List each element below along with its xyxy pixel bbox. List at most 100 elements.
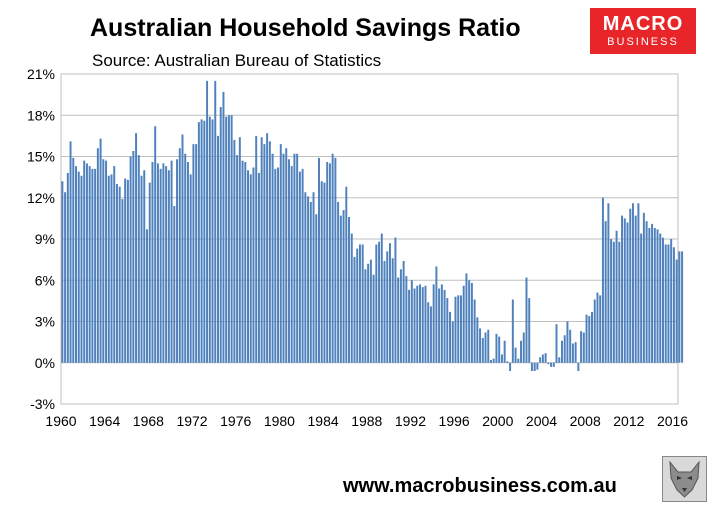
bar	[552, 362, 555, 367]
bar	[470, 283, 473, 363]
bar	[287, 159, 290, 363]
bar	[487, 329, 490, 363]
bar	[555, 324, 558, 363]
bar	[236, 155, 239, 363]
bar	[64, 192, 67, 363]
bar	[640, 233, 643, 363]
x-tick-label: 2012	[613, 413, 644, 429]
x-tick-label: 1964	[89, 413, 120, 429]
bar	[388, 243, 391, 363]
bar	[140, 175, 143, 363]
bar	[72, 157, 75, 363]
bar	[626, 222, 629, 363]
bar	[637, 203, 640, 363]
bar	[604, 221, 607, 363]
bar	[151, 162, 154, 363]
y-tick-label: 18%	[27, 107, 55, 123]
bar	[462, 285, 465, 363]
bar	[492, 358, 495, 363]
y-tick-label: 21%	[27, 66, 55, 82]
bar	[339, 215, 342, 363]
bar	[517, 358, 520, 363]
bar	[271, 153, 274, 363]
bar	[61, 181, 64, 363]
wolf-emblem-icon	[662, 456, 707, 502]
bar	[307, 196, 310, 363]
bar	[318, 157, 320, 363]
bar	[530, 362, 533, 371]
bar-series	[61, 80, 684, 371]
bar	[566, 321, 569, 363]
bar	[323, 182, 326, 363]
bar	[645, 221, 648, 363]
bar	[672, 247, 675, 363]
bar	[337, 201, 340, 363]
bar	[443, 289, 446, 363]
bar	[574, 342, 577, 363]
bar	[132, 151, 135, 363]
bar	[186, 162, 189, 363]
logo-text-business: BUSINESS	[607, 36, 679, 48]
bar	[129, 156, 132, 363]
bar	[648, 228, 651, 363]
bar	[148, 182, 151, 363]
bar	[107, 175, 110, 363]
bar	[621, 215, 624, 363]
bar	[468, 280, 471, 363]
bar	[247, 170, 249, 363]
bar	[121, 199, 124, 363]
x-tick-label: 2016	[657, 413, 688, 429]
bar	[560, 340, 563, 363]
y-tick-label: 9%	[35, 231, 55, 247]
bar	[675, 259, 678, 363]
bar	[593, 299, 596, 363]
bar	[115, 184, 118, 363]
bar	[102, 159, 105, 363]
x-tick-label: 2008	[570, 413, 601, 429]
bar	[618, 241, 621, 363]
bar	[279, 144, 282, 363]
y-tick-label: 12%	[27, 190, 55, 206]
bar	[372, 274, 375, 363]
bar	[481, 338, 484, 363]
bar	[162, 163, 165, 363]
bar	[266, 133, 269, 363]
bar	[367, 263, 370, 363]
bar	[94, 168, 97, 363]
x-tick-label: 1980	[264, 413, 295, 429]
bar	[577, 362, 580, 371]
bar	[192, 144, 195, 363]
bar	[170, 160, 173, 363]
bar	[312, 192, 315, 363]
bar	[296, 153, 299, 363]
bar	[623, 218, 626, 363]
bar	[173, 206, 176, 363]
x-tick-label: 1992	[395, 413, 426, 429]
bar	[476, 317, 479, 363]
bar	[345, 186, 348, 363]
bar	[159, 168, 162, 363]
bar	[154, 126, 157, 363]
bar	[320, 181, 323, 363]
bar	[410, 280, 413, 363]
bar	[263, 144, 266, 363]
bar	[571, 343, 574, 363]
bar	[484, 332, 487, 363]
bar	[353, 256, 356, 363]
bar	[290, 166, 293, 363]
bar	[678, 251, 681, 363]
bar	[451, 321, 454, 363]
bar	[454, 296, 457, 363]
bar	[490, 360, 492, 363]
x-tick-label: 1996	[439, 413, 470, 429]
bar	[358, 244, 361, 363]
bar	[197, 122, 200, 363]
y-axis-tick-labels: -3% 0% 3% 6% 9% 12% 15% 18% 21%	[27, 66, 55, 412]
bar	[642, 212, 645, 363]
bar	[651, 223, 654, 363]
bar	[610, 239, 613, 363]
bar	[479, 328, 482, 363]
footer-website-url[interactable]: www.macrobusiness.com.au	[343, 475, 617, 497]
bar	[681, 251, 684, 363]
